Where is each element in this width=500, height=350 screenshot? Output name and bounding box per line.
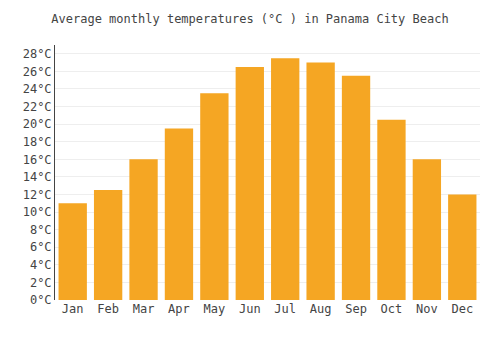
svg-text:12°C: 12°C [23, 188, 52, 202]
svg-text:26°C: 26°C [23, 65, 52, 79]
svg-text:Jun: Jun [239, 302, 261, 316]
svg-text:2°C: 2°C [30, 276, 52, 290]
svg-text:Apr: Apr [168, 302, 190, 316]
svg-text:0°C: 0°C [30, 293, 52, 307]
svg-text:Feb: Feb [97, 302, 119, 316]
svg-text:Jul: Jul [274, 302, 296, 316]
svg-text:18°C: 18°C [23, 135, 52, 149]
svg-text:22°C: 22°C [23, 100, 52, 114]
svg-text:4°C: 4°C [30, 258, 52, 272]
svg-text:Nov: Nov [416, 302, 438, 316]
svg-text:Average monthly temperatures (: Average monthly temperatures (°C ) in Pa… [51, 12, 448, 26]
svg-text:Mar: Mar [133, 302, 155, 316]
svg-text:28°C: 28°C [23, 47, 52, 61]
svg-text:20°C: 20°C [23, 117, 52, 131]
svg-text:Dec: Dec [451, 302, 473, 316]
svg-text:May: May [204, 302, 226, 316]
svg-text:Jan: Jan [62, 302, 84, 316]
svg-text:16°C: 16°C [23, 153, 52, 167]
svg-text:8°C: 8°C [30, 223, 52, 237]
svg-text:10°C: 10°C [23, 205, 52, 219]
svg-text:Aug: Aug [310, 302, 332, 316]
svg-text:Oct: Oct [381, 302, 403, 316]
svg-text:14°C: 14°C [23, 170, 52, 184]
svg-text:Sep: Sep [345, 302, 367, 316]
svg-text:6°C: 6°C [30, 240, 52, 254]
svg-text:24°C: 24°C [23, 82, 52, 96]
